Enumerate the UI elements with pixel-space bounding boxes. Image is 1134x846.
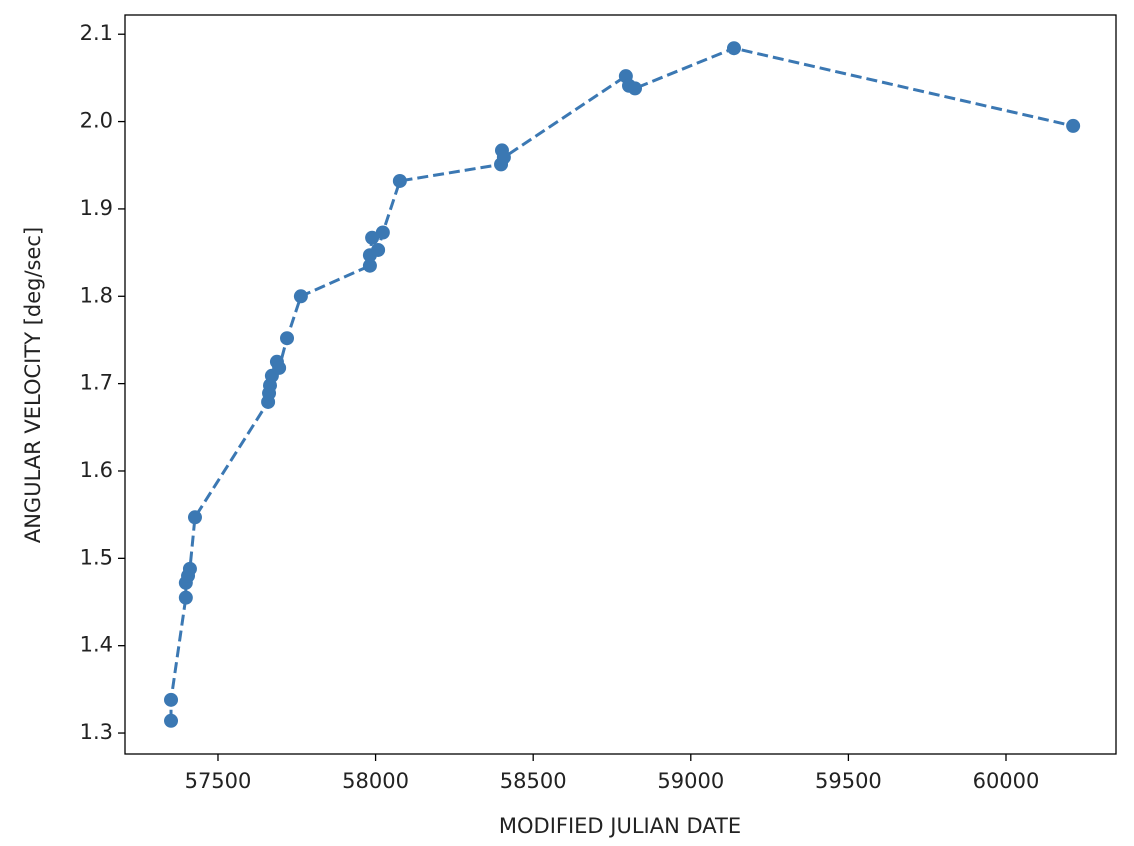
x-tick-label: 58000: [342, 769, 409, 793]
x-axis-label: MODIFIED JULIAN DATE: [499, 814, 741, 838]
data-point: [375, 225, 390, 240]
y-tick-label: 1.6: [80, 458, 113, 482]
data-point: [392, 173, 407, 188]
data-point: [187, 510, 202, 525]
data-point: [280, 331, 295, 346]
data-point: [362, 258, 377, 273]
y-tick-label: 2.0: [80, 109, 113, 133]
x-tick-label: 60000: [973, 769, 1040, 793]
data-point: [178, 590, 193, 605]
data-point: [272, 360, 287, 375]
y-tick-label: 1.7: [80, 371, 113, 395]
y-axis-label: ANGULAR VELOCITY [deg/sec]: [21, 227, 45, 543]
x-tick-label: 58500: [500, 769, 567, 793]
x-tick-label: 59000: [657, 769, 724, 793]
y-tick-label: 1.3: [80, 720, 113, 744]
x-tick-label: 59500: [815, 769, 882, 793]
data-point: [1066, 118, 1081, 133]
data-point: [164, 692, 179, 707]
y-tick-label: 1.4: [80, 633, 113, 657]
x-tick-label: 57500: [185, 769, 252, 793]
data-point: [371, 242, 386, 257]
data-point: [293, 289, 308, 304]
data-point: [365, 230, 380, 245]
y-tick-label: 1.8: [80, 283, 113, 307]
data-point: [182, 561, 197, 576]
y-tick-label: 2.1: [80, 21, 113, 45]
axes-frame: [124, 14, 1117, 755]
data-point: [627, 81, 642, 96]
data-point: [164, 713, 179, 728]
y-tick-label: 1.9: [80, 196, 113, 220]
data-point: [496, 150, 511, 165]
data-line: [169, 46, 1074, 721]
y-tick-label: 1.5: [80, 545, 113, 569]
data-point: [726, 41, 741, 56]
